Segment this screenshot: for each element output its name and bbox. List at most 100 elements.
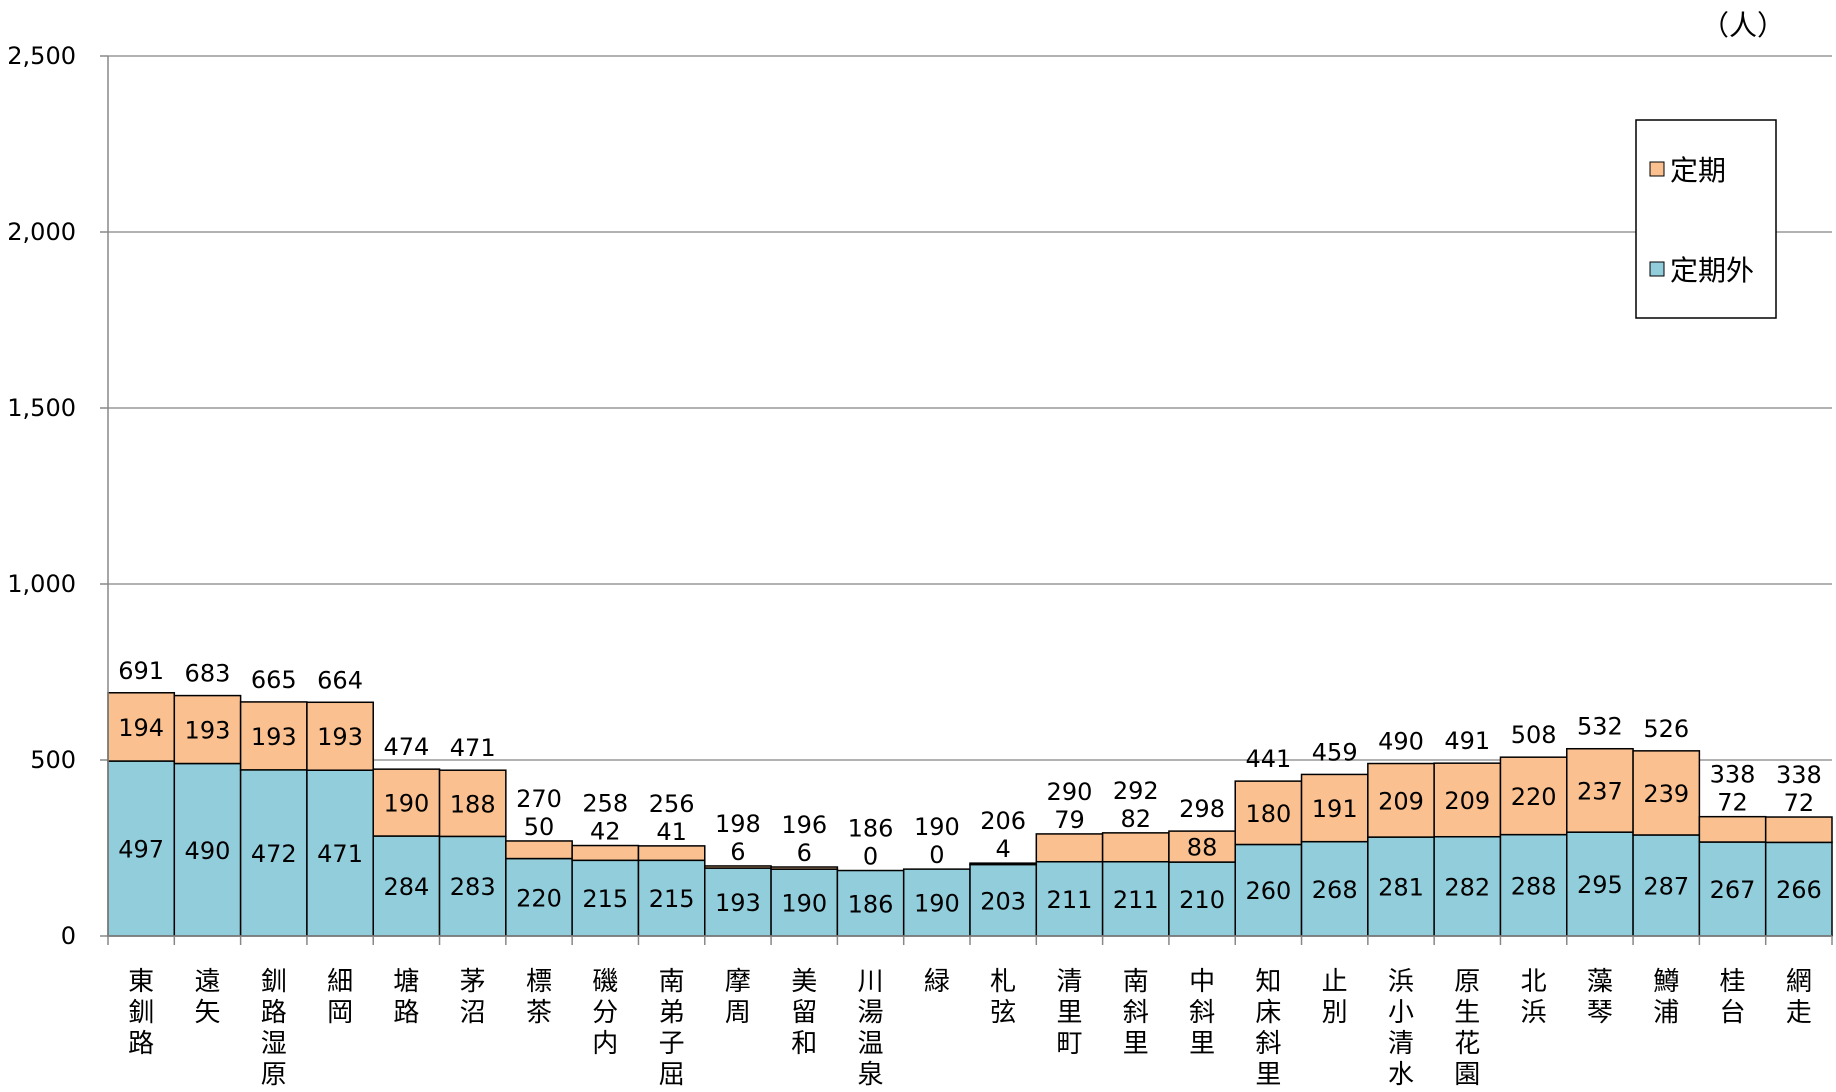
bar-segment-teiki-gai <box>1499 833 1568 937</box>
value-label-teiki-gai: 282 <box>1444 873 1490 901</box>
value-label-teiki: 209 <box>1444 787 1490 815</box>
value-label-total: 206 <box>980 807 1026 835</box>
legend-label: 定期外 <box>1670 254 1754 287</box>
value-label-teiki: 193 <box>317 723 363 751</box>
legend-swatch <box>1649 161 1665 177</box>
value-label-teiki-gai: 210 <box>1179 886 1225 914</box>
category-label: 知床斜里 <box>1255 967 1281 1090</box>
value-label-teiki-gai: 215 <box>582 885 628 913</box>
axes <box>107 56 1833 945</box>
bar-segment-teiki <box>1035 833 1104 863</box>
category-label: 磯分内 <box>592 967 618 1059</box>
value-label-teiki-gai: 186 <box>848 890 894 918</box>
value-label-teiki-gai: 288 <box>1511 872 1557 900</box>
bar-segment-teiki <box>505 840 573 860</box>
value-label-teiki: 79 <box>1054 806 1085 834</box>
value-label-total: 298 <box>1179 795 1225 823</box>
category-label: 桂台 <box>1720 967 1746 1028</box>
value-label-teiki: 50 <box>524 813 555 841</box>
category-label: 網走 <box>1786 967 1812 1028</box>
y-tick-label: 1,000 <box>7 570 76 598</box>
value-label-teiki: 209 <box>1378 787 1424 815</box>
bar-segment-teiki <box>372 768 441 837</box>
value-label-teiki: 4 <box>996 835 1011 863</box>
value-label-teiki-gai: 267 <box>1710 876 1756 904</box>
category-label: 摩周 <box>725 967 751 1028</box>
y-axis-ticks: 0 500 1,000 1,500 2,000 2,500 <box>7 42 108 950</box>
value-label-total: 198 <box>715 810 761 838</box>
value-label-teiki-gai: 220 <box>516 884 562 912</box>
value-label-teiki-gai: 211 <box>1113 886 1159 914</box>
bar-segment-teiki-gai <box>505 857 573 937</box>
y-tick-label: 0 <box>61 922 76 950</box>
y-tick-label: 500 <box>30 746 76 774</box>
value-label-total: 490 <box>1378 728 1424 756</box>
value-label-total: 526 <box>1643 715 1689 743</box>
category-label: 緑 <box>924 967 950 997</box>
value-label-total: 471 <box>450 734 496 762</box>
value-label-teiki-gai: 472 <box>251 840 297 868</box>
category-label: 細岡 <box>327 967 353 1028</box>
category-label: 鱒浦 <box>1653 967 1679 1028</box>
bar-segment-teiki <box>1101 832 1170 863</box>
value-label-teiki: 0 <box>929 841 944 869</box>
category-label: 札弦 <box>990 967 1016 1028</box>
bar-segment-teiki <box>239 701 308 771</box>
value-label-total: 691 <box>118 657 164 685</box>
value-label-teiki: 190 <box>383 790 429 818</box>
bar-segment-teiki <box>1367 762 1435 838</box>
value-label-teiki-gai: 215 <box>649 885 695 913</box>
value-label-teiki-gai: 260 <box>1245 877 1291 905</box>
bar-segment-teiki-gai <box>1698 841 1767 937</box>
value-label-teiki-gai: 284 <box>383 873 429 901</box>
value-label-teiki-gai: 193 <box>715 889 761 917</box>
value-label-total: 664 <box>317 666 363 694</box>
value-label-teiki: 88 <box>1187 834 1218 862</box>
bar-segment-teiki <box>306 701 374 771</box>
bars: 4971946914901936834721936654711936642841… <box>107 657 1833 937</box>
bar-segment-teiki <box>107 692 176 762</box>
bar-segment-teiki-gai <box>372 835 441 937</box>
value-label-teiki-gai: 287 <box>1643 872 1689 900</box>
unit-label: （人） <box>1701 9 1785 42</box>
bar-segment-teiki-gai <box>902 868 971 937</box>
bar-segment-teiki-gai <box>1101 860 1170 937</box>
gridlines <box>108 55 1832 761</box>
value-label-total: 256 <box>649 790 695 818</box>
value-label-total: 665 <box>251 666 297 694</box>
bar-segment-teiki-gai <box>239 769 308 937</box>
value-label-total: 196 <box>781 811 827 839</box>
bar-segment-teiki <box>1698 815 1767 843</box>
value-label-teiki: 188 <box>450 790 496 818</box>
value-label-total: 190 <box>914 813 960 841</box>
value-label-total: 683 <box>185 660 231 688</box>
value-label-teiki-gai: 283 <box>450 873 496 901</box>
value-label-teiki: 194 <box>118 714 164 742</box>
value-label-teiki-gai: 266 <box>1776 876 1822 904</box>
bar-segment-teiki-gai <box>637 859 706 937</box>
y-tick-label: 2,000 <box>7 218 76 246</box>
value-label-teiki: 72 <box>1717 789 1748 817</box>
bar-segment-teiki <box>969 862 1038 866</box>
bar-segment-teiki-gai <box>704 867 772 937</box>
bar-segment-teiki-gai <box>969 863 1038 937</box>
category-label: 原生花園 <box>1454 967 1480 1090</box>
category-label: 遠矢 <box>194 967 220 1028</box>
y-tick-label: 1,500 <box>7 394 76 422</box>
value-label-total: 186 <box>848 815 894 843</box>
value-label-teiki-gai: 295 <box>1577 871 1623 899</box>
legend-box <box>1635 119 1777 319</box>
legend-label: 定期 <box>1670 154 1726 187</box>
bar-segment-teiki <box>1764 816 1833 844</box>
value-label-teiki: 237 <box>1577 777 1623 805</box>
bar-segment-teiki <box>1234 780 1303 846</box>
category-label: 釧路湿原 <box>261 967 287 1090</box>
bar-segment-teiki <box>173 694 242 765</box>
bar-segment-teiki-gai <box>107 760 176 937</box>
value-label-total: 338 <box>1776 761 1822 789</box>
category-label: 清里町 <box>1056 967 1082 1059</box>
bar-segment-teiki <box>438 769 507 838</box>
category-label: 東釧路 <box>128 967 154 1059</box>
